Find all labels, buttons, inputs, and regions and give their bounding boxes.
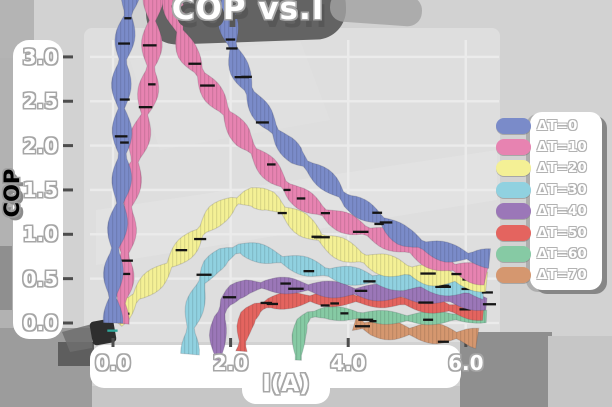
legend-color-patch bbox=[496, 224, 531, 241]
legend-label: ΔT=60 bbox=[537, 246, 587, 263]
legend-label: ΔT=40 bbox=[537, 203, 587, 220]
legend-color-patch bbox=[496, 203, 531, 220]
legend-row: ΔT=0 bbox=[496, 115, 587, 136]
x-tick-label: 0.0 bbox=[95, 351, 131, 375]
legend-color-patch bbox=[496, 181, 531, 198]
legend-label: ΔT=30 bbox=[537, 181, 587, 198]
x-tick-label: 4.0 bbox=[330, 351, 366, 375]
legend-label: ΔT=0 bbox=[537, 117, 578, 134]
legend-label: ΔT=20 bbox=[537, 160, 587, 177]
x-axis-label: I(A) bbox=[262, 371, 310, 397]
legend-color-patch bbox=[496, 246, 531, 263]
legend-box bbox=[530, 112, 602, 290]
legend-label: ΔT=10 bbox=[537, 139, 587, 156]
legend: ΔT=0 ΔT=10 ΔT=20 ΔT=30 ΔT=40 ΔT=50 ΔT=60 ΔT=70 bbox=[496, 112, 602, 290]
x-tick-label: 2.0 bbox=[212, 351, 249, 375]
y-tick-label: 2.0 bbox=[22, 133, 58, 158]
y-tick-label: 2.5 bbox=[22, 89, 58, 114]
y-tick-label: 1.0 bbox=[22, 222, 58, 247]
y-tick-label: 1.5 bbox=[22, 177, 58, 202]
legend-color-patch bbox=[496, 160, 531, 177]
legend-row: ΔT=60 bbox=[496, 243, 587, 264]
legend-label: ΔT=50 bbox=[537, 224, 587, 241]
legend-row: ΔT=30 bbox=[496, 179, 587, 200]
chart-title-shadow: COP vs.I bbox=[175, 0, 329, 35]
legend-row: ΔT=20 bbox=[496, 158, 587, 179]
legend-row: ΔT=40 bbox=[496, 201, 587, 222]
legend-row: ΔT=70 bbox=[496, 265, 587, 286]
legend-rows: ΔT=0 ΔT=10 ΔT=20 ΔT=30 ΔT=40 ΔT=50 ΔT=60 ΔT=70 bbox=[496, 115, 587, 286]
y-tick-label: 0.5 bbox=[22, 266, 58, 291]
legend-color-patch bbox=[496, 267, 531, 284]
legend-label: ΔT=70 bbox=[537, 267, 587, 284]
legend-row: ΔT=50 bbox=[496, 222, 587, 243]
legend-color-patch bbox=[496, 139, 531, 156]
x-tick-label: 6.0 bbox=[448, 351, 484, 375]
chart-title: COP vs.I bbox=[171, 0, 325, 27]
y-tick-label: 3.0 bbox=[22, 44, 58, 69]
y-tick-label: 0.0 bbox=[22, 311, 58, 335]
legend-color-patch bbox=[496, 117, 531, 134]
legend-row: ΔT=10 bbox=[496, 136, 587, 157]
